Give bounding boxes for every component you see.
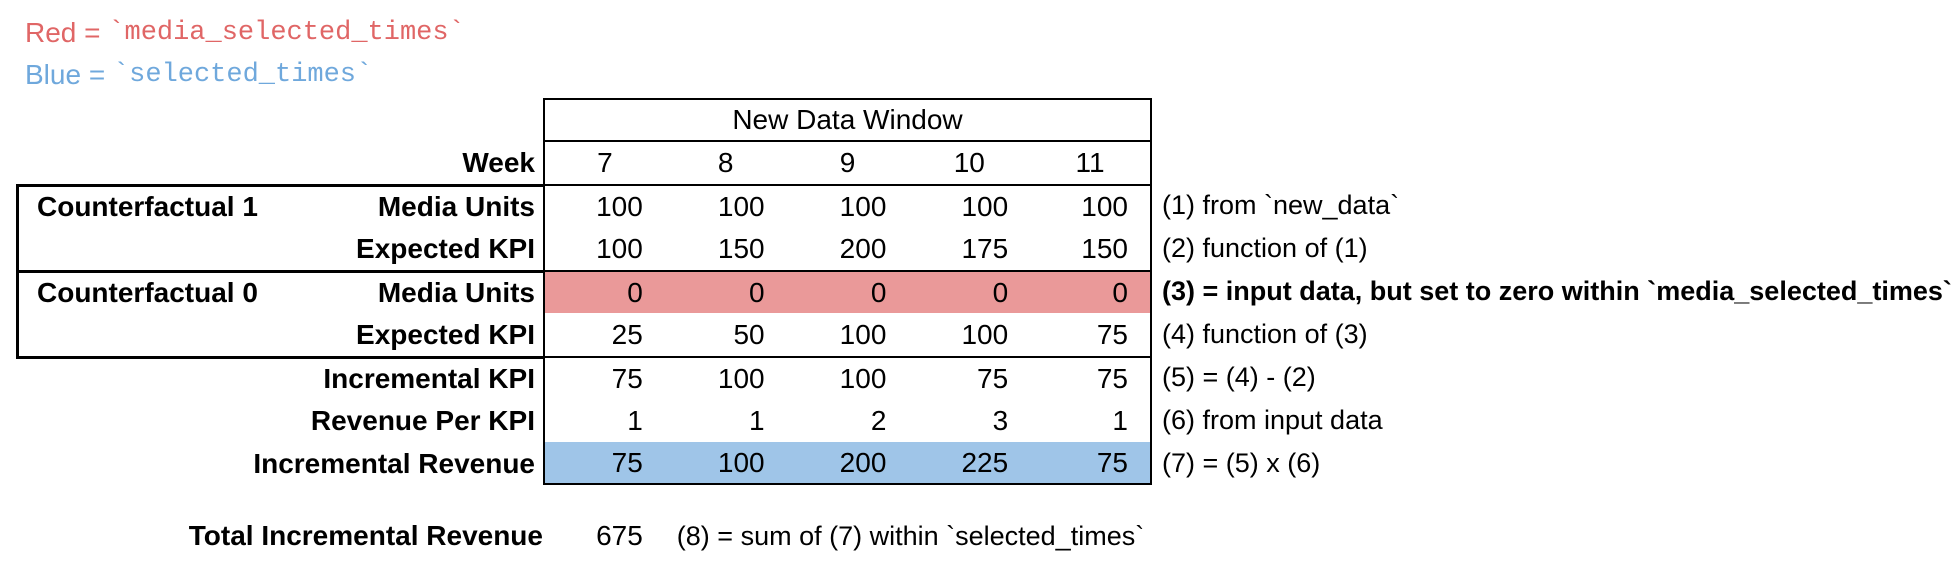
row-label: Incremental KPI xyxy=(323,363,535,394)
legend-red-line: Red = `media_selected_times` xyxy=(25,16,465,50)
value-cell: 2 xyxy=(870,404,887,436)
row-label: Media Units xyxy=(377,191,535,222)
value-cell: 100 xyxy=(664,184,787,227)
week-header-cell: 11 xyxy=(1030,142,1152,184)
value-cell-red: 0 xyxy=(908,270,1031,313)
legend-red-code: `media_selected_times` xyxy=(108,18,465,48)
annotation-1: (1) from `new_data` xyxy=(1162,190,1400,220)
value-cell: 75 xyxy=(1030,356,1152,399)
group-label: Counterfactual 0 xyxy=(37,277,258,308)
row-label-cell: Incremental Revenue xyxy=(16,442,543,485)
row-label-cell: Expected KPI xyxy=(16,227,543,270)
value-cell: 100 xyxy=(839,318,887,350)
row-label-cell: Expected KPI xyxy=(16,313,543,356)
summary-value: 675 xyxy=(596,520,643,551)
value-cell: 50 xyxy=(733,318,765,350)
value-cell: 100 xyxy=(543,184,665,227)
value-cell: 175 xyxy=(961,232,1009,264)
value-cell-blue: 200 xyxy=(786,442,909,485)
legend-blue-code: `selected_times` xyxy=(112,60,373,90)
value-cell: 75 xyxy=(1030,313,1152,356)
value-cell: 100 xyxy=(1030,184,1152,227)
week-header-cell: 8 xyxy=(717,147,734,178)
value-cell: 150 xyxy=(1030,227,1152,270)
value-cell: 100 xyxy=(908,184,1031,227)
value-cell-red: 0 xyxy=(1030,270,1152,313)
row-label: Media Units xyxy=(377,277,535,308)
row-label: Expected KPI xyxy=(356,232,535,264)
row-label: Incremental Revenue xyxy=(253,447,535,479)
row-label-cell: Counterfactual 0 Media Units xyxy=(16,270,543,313)
legend-blue-equals: = xyxy=(81,59,113,90)
annotation-3: (3) = input data, but set to zero within… xyxy=(1162,276,1952,306)
row-label-cell: Revenue Per KPI xyxy=(16,399,543,442)
value-cell: 100 xyxy=(543,227,665,270)
annotation-4: (4) function of (3) xyxy=(1162,319,1368,349)
legend-blue-line: Blue = `selected_times` xyxy=(25,58,372,92)
row-label: Revenue Per KPI xyxy=(310,404,535,436)
value-cell-blue: 75 xyxy=(543,442,665,485)
value-cell-red: 0 xyxy=(786,270,909,313)
value-cell: 1 xyxy=(543,399,665,442)
value-cell: 75 xyxy=(908,356,1031,399)
week-header-cell: 9 xyxy=(839,147,856,178)
value-cell: 100 xyxy=(786,184,909,227)
value-cell-blue: 75 xyxy=(1030,442,1152,485)
value-cell-red: 0 xyxy=(664,270,787,313)
summary-row: Total Incremental Revenue 675 (8) = sum … xyxy=(16,518,1144,554)
value-cell-blue: 225 xyxy=(908,442,1031,485)
value-cell: 150 xyxy=(717,232,765,264)
value-cell: 100 xyxy=(786,356,909,399)
value-cell: 1 xyxy=(749,404,765,436)
value-cell: 100 xyxy=(961,318,1009,350)
legend-red-name: Red xyxy=(25,17,77,48)
week-header-cell: 7 xyxy=(543,142,665,184)
row-label-cell: Counterfactual 1 Media Units xyxy=(16,184,543,227)
week-header-cell: 10 xyxy=(953,147,985,178)
group-label: Counterfactual 1 xyxy=(37,191,258,222)
row-label: Expected KPI xyxy=(356,318,535,350)
spacer-cell xyxy=(16,98,543,142)
table-header: New Data Window xyxy=(543,98,1152,142)
value-cell: 25 xyxy=(543,313,665,356)
annotation-8: (8) = sum of (7) within `selected_times` xyxy=(676,520,1145,551)
annotation-7: (7) = (5) x (6) xyxy=(1162,448,1321,478)
counterfactual-table: New Data Window Week 7 8 9 10 11 Counter… xyxy=(16,98,1152,485)
legend-blue-name: Blue xyxy=(25,59,82,90)
annotation-2: (2) function of (1) xyxy=(1162,233,1368,263)
value-cell: 200 xyxy=(839,232,887,264)
annotation-6: (6) from input data xyxy=(1162,405,1383,435)
legend-red-equals: = xyxy=(76,17,109,48)
value-cell: 3 xyxy=(992,404,1009,436)
row-label-cell: Incremental KPI xyxy=(16,356,543,399)
week-row-label: Week xyxy=(462,147,535,178)
value-cell: 1 xyxy=(1030,399,1152,442)
summary-label: Total Incremental Revenue xyxy=(188,520,543,551)
value-cell-red: 0 xyxy=(543,270,665,313)
value-cell-blue: 100 xyxy=(664,442,787,485)
value-cell: 100 xyxy=(664,356,787,399)
annotation-5: (5) = (4) - (2) xyxy=(1162,362,1316,392)
value-cell: 75 xyxy=(543,356,665,399)
